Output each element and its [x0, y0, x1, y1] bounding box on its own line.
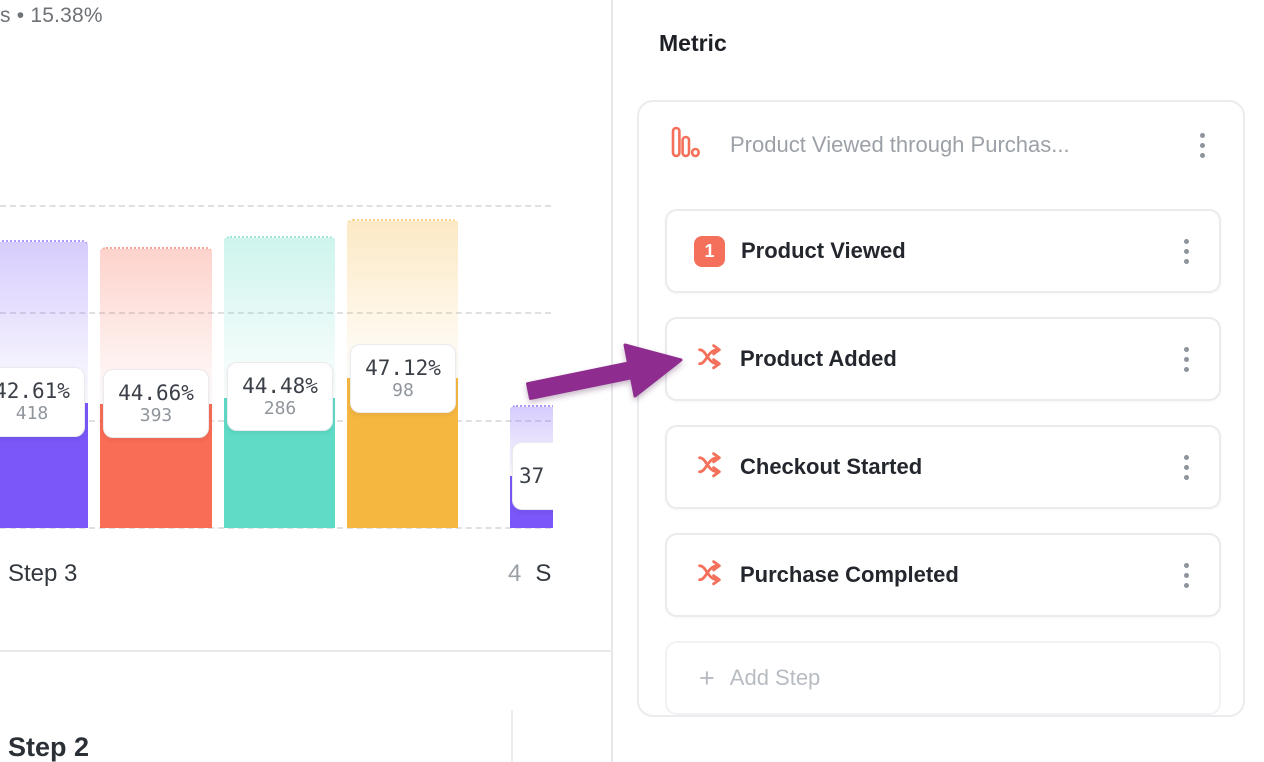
conversion-count: 98 — [392, 379, 414, 401]
shuffle-icon — [697, 451, 724, 483]
x-axis-label-text: Step 3 — [8, 560, 78, 587]
funnel-chart-pane: s • 15.38% 42.61% 418 44.66% 393 44.48% 286 47… — [0, 0, 611, 762]
gridline — [0, 312, 551, 314]
conversion-percent: 44.66% — [118, 380, 194, 405]
conversion-count: 393 — [139, 404, 173, 426]
value-chip: 42.61% 418 — [0, 367, 85, 437]
step-kebab-menu[interactable] — [1176, 339, 1197, 380]
x-axis-step-number: 4 — [508, 560, 522, 587]
plus-icon: + — [699, 662, 715, 693]
step-kebab-menu[interactable] — [1176, 447, 1197, 488]
step-row-4[interactable]: Purchase Completed — [665, 533, 1221, 617]
gridline — [0, 205, 551, 207]
value-chip: 44.66% 393 — [103, 369, 209, 438]
conversion-percent: 44.48% — [242, 373, 318, 398]
axis-baseline — [0, 527, 551, 529]
step-kebab-menu[interactable] — [1176, 231, 1197, 272]
step-row-3[interactable]: Checkout Started — [665, 425, 1221, 509]
lower-table-edge-line — [511, 710, 513, 762]
section-divider — [0, 650, 611, 652]
metric-name[interactable]: Product Viewed through Purchas... — [730, 132, 1070, 157]
metric-card: Product Viewed through Purchas... 1 Prod… — [637, 100, 1245, 717]
section-title-step-2: Step 2 — [8, 732, 90, 762]
value-chip: 47.12% 98 — [350, 344, 456, 413]
funnel-chart: 42.61% 418 44.66% 393 44.48% 286 47.12% 98 37 — [0, 0, 553, 640]
conversion-count: 286 — [263, 397, 297, 419]
value-chip: 37 — [512, 442, 553, 510]
funnel-bars-icon — [671, 126, 700, 164]
steps-list: 1 Product Viewed Product Added Checko — [665, 209, 1221, 715]
add-step-label: Add Step — [729, 665, 821, 690]
step-number-badge: 1 — [694, 235, 725, 267]
x-axis-label-step-3: Step 3 — [8, 560, 77, 588]
step-kebab-menu[interactable] — [1176, 555, 1197, 596]
step-label: Product Added — [740, 346, 897, 371]
metric-header-row[interactable]: Product Viewed through Purchas... — [639, 102, 1243, 188]
conversion-percent: 42.61% — [0, 379, 70, 403]
step-row-1[interactable]: 1 Product Viewed — [665, 209, 1221, 293]
step-label: Purchase Completed — [740, 562, 959, 587]
step-label: Product Viewed — [741, 238, 906, 263]
x-axis-label-text-clipped: S — [535, 560, 552, 587]
conversion-count: 418 — [15, 403, 49, 424]
step-label: Checkout Started — [740, 454, 923, 479]
shuffle-icon — [697, 343, 724, 375]
add-step-button[interactable]: + Add Step — [665, 641, 1221, 715]
conversion-percent: 47.12% — [365, 355, 441, 380]
conversion-percent: 37 — [519, 463, 545, 488]
panel-heading: Metric — [659, 30, 727, 56]
metric-panel: Metric Product Viewed through Purchas...… — [613, 0, 1264, 762]
step-row-2[interactable]: Product Added — [665, 317, 1221, 401]
shuffle-icon — [697, 559, 724, 591]
segment-summary-text: s • 15.38% — [0, 4, 103, 27]
metric-kebab-menu[interactable] — [1192, 125, 1213, 166]
value-chip: 44.48% 286 — [227, 362, 333, 431]
